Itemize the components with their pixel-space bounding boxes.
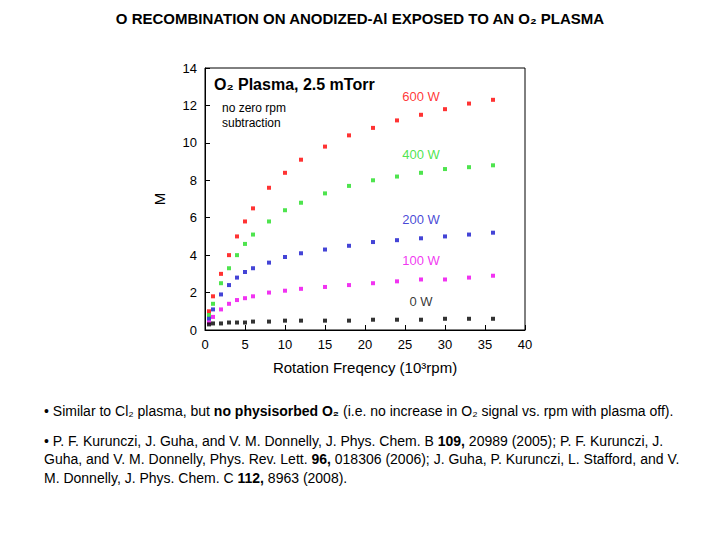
- svg-text:40: 40: [518, 337, 532, 352]
- svg-text:0: 0: [190, 323, 197, 338]
- svg-text:30: 30: [438, 337, 452, 352]
- svg-text:2: 2: [190, 285, 197, 300]
- svg-text:600 W: 600 W: [402, 89, 440, 104]
- svg-text:400 W: 400 W: [402, 147, 440, 162]
- svg-text:35: 35: [478, 337, 492, 352]
- html-text:O RECOMBINATION ON ANODIZED-Al: O RECOMBINATION ON ANODIZED-Al EXPOSED T…: [115, 10, 605, 27]
- svg-text:6: 6: [190, 210, 197, 225]
- svg-text:no zero rpm: no zero rpm: [222, 101, 289, 115]
- svg-text:10: 10: [278, 337, 292, 352]
- html-text:• P. F. Kurunczi, J. Guha, and: • P. F. Kurunczi, J. Guha, and V. M. Don…: [44, 433, 680, 486]
- svg-text:M: M: [151, 193, 168, 206]
- svg-text:O₂ Plasma, 2.5 mTorr: O₂ Plasma, 2.5 mTorr: [214, 76, 375, 93]
- html-text:• Similar to Cl₂ plasma, but n: • Similar to Cl₂ plasma, but no physisor…: [44, 403, 674, 419]
- svg-text:200 W: 200 W: [402, 212, 440, 227]
- svg-text:4: 4: [190, 248, 197, 263]
- svg-text:0: 0: [201, 337, 208, 352]
- svg-text:subtraction: subtraction: [222, 116, 281, 130]
- svg-text:25: 25: [398, 337, 412, 352]
- svg-text:15: 15: [318, 337, 332, 352]
- svg-text:10: 10: [183, 135, 197, 150]
- svg-text:20: 20: [358, 337, 372, 352]
- svg-text:8: 8: [190, 173, 197, 188]
- svg-text:14: 14: [183, 61, 197, 76]
- svg-text:100 W: 100 W: [402, 253, 440, 268]
- svg-text:0 W: 0 W: [409, 294, 433, 309]
- svg-text:Rotation Freqency (10³rpm): Rotation Freqency (10³rpm): [273, 359, 457, 376]
- svg-text:5: 5: [241, 337, 248, 352]
- svg-text:12: 12: [183, 98, 197, 113]
